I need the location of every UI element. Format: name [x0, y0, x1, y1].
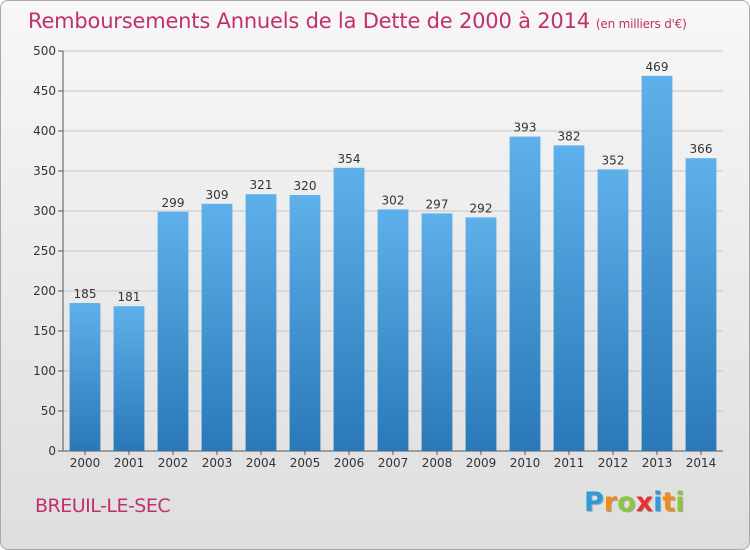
bar-value-label: 382: [558, 129, 581, 143]
y-tick-label: 150: [33, 324, 56, 338]
x-tick-label: 2007: [378, 456, 409, 470]
y-tick-label: 100: [33, 364, 56, 378]
x-tick-label: 2009: [466, 456, 497, 470]
bar-value-label: 321: [250, 178, 273, 192]
bar-value-label: 185: [74, 287, 97, 301]
bar-value-label: 366: [690, 142, 713, 156]
y-tick-label: 300: [33, 204, 56, 218]
place-name: BREUIL-LE-SEC: [35, 495, 171, 517]
logo-letter: i: [653, 487, 663, 518]
x-tick-label: 2003: [202, 456, 233, 470]
logo-letter: P: [584, 487, 604, 518]
y-tick-label: 200: [33, 284, 56, 298]
bar-value-label: 393: [514, 121, 537, 135]
bar-value-label: 181: [118, 290, 141, 304]
x-tick-label: 2013: [642, 456, 673, 470]
x-tick-label: 2012: [598, 456, 629, 470]
x-tick-label: 2000: [70, 456, 101, 470]
bar-value-label: 297: [426, 197, 449, 211]
x-tick-label: 2002: [158, 456, 189, 470]
bar-value-label: 292: [470, 201, 493, 215]
y-tick-label: 400: [33, 124, 56, 138]
bar-2009: [465, 217, 497, 451]
logo-letter: t: [662, 487, 676, 518]
logo-letter: r: [603, 487, 618, 518]
x-tick-label: 2006: [334, 456, 365, 470]
y-tick-label: 250: [33, 244, 56, 258]
logo-letter: o: [617, 487, 636, 518]
bar-2006: [333, 167, 365, 452]
x-tick-label: 2010: [510, 456, 541, 470]
bar-2011: [553, 145, 585, 451]
y-tick-label: 350: [33, 164, 56, 178]
logo-letter: i: [675, 487, 685, 518]
bar-2012: [597, 169, 629, 451]
y-tick-label: 500: [33, 44, 56, 58]
chart-title-text: Remboursements Annuels de la Dette de 20…: [28, 9, 590, 33]
chart-title: Remboursements Annuels de la Dette de 20…: [28, 9, 687, 33]
y-tick-label: 50: [41, 404, 56, 418]
bar-value-label: 352: [602, 153, 625, 167]
bar-value-label: 320: [294, 179, 317, 193]
bar-value-label: 309: [206, 188, 229, 202]
chart-unit: (en milliers d'€): [595, 17, 687, 31]
bar-2000: [69, 303, 101, 451]
x-tick-label: 2004: [246, 456, 277, 470]
bar-value-label: 302: [382, 193, 405, 207]
logo-letter: x: [635, 487, 654, 518]
y-tick-label: 450: [33, 84, 56, 98]
bar-2013: [641, 75, 673, 452]
x-tick-label: 2005: [290, 456, 321, 470]
bar-2001: [113, 306, 145, 451]
bar-value-label: 354: [338, 152, 361, 166]
bar-2014: [685, 158, 717, 451]
proxiti-logo: Proxiti: [584, 487, 685, 518]
bar-value-label: 299: [162, 196, 185, 210]
x-tick-label: 2001: [114, 456, 145, 470]
x-tick-label: 2008: [422, 456, 453, 470]
bar-value-label: 469: [646, 60, 669, 74]
x-tick-label: 2014: [686, 456, 717, 470]
bar-2008: [421, 213, 453, 451]
bar-2005: [289, 195, 321, 451]
bar-2010: [509, 136, 541, 451]
bar-2004: [245, 194, 277, 451]
bar-2003: [201, 203, 233, 451]
bar-2002: [157, 211, 189, 451]
bar-2007: [377, 209, 409, 451]
y-tick-label: 0: [48, 444, 56, 458]
x-tick-label: 2011: [554, 456, 585, 470]
